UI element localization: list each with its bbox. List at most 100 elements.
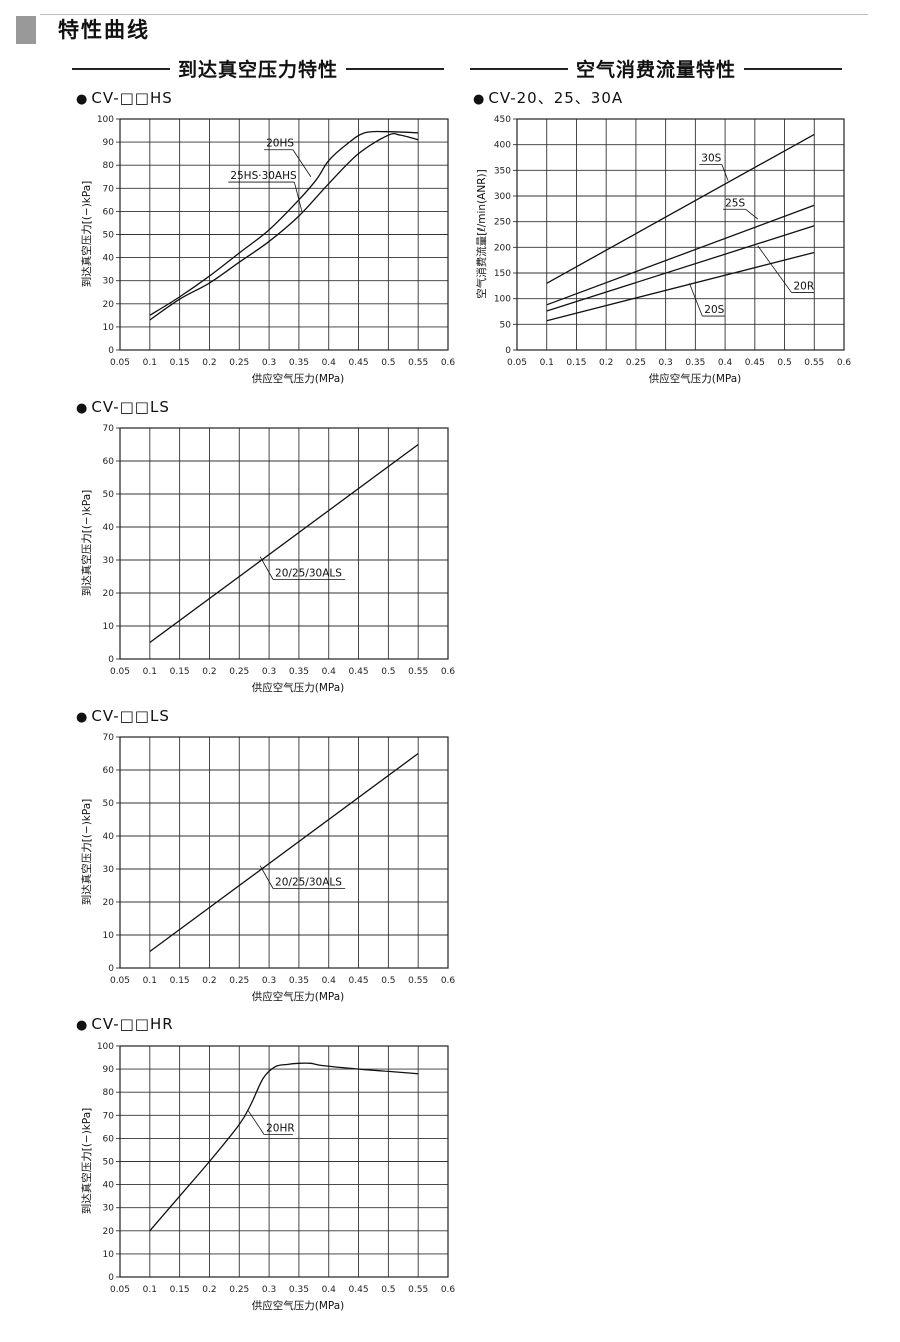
x-tick-label: 0.6 xyxy=(441,1285,456,1295)
chart-ls-1: 0.05 0.1 0.15 0.2 0.25 0.3 0.35 0.4 0.45 0.5 0.55 0… xyxy=(80,424,455,694)
series-line-20hr xyxy=(149,1062,419,1232)
x-tick-label: 0.15 xyxy=(170,667,190,677)
x-tick-label: 0.6 xyxy=(837,358,852,368)
y-tick-label: 50 xyxy=(103,231,115,241)
y-tick-label: 90 xyxy=(103,1065,115,1075)
series-annotation-label: 25S xyxy=(725,197,745,209)
y-tick-label: 70 xyxy=(103,424,115,434)
y-tick-label: 100 xyxy=(494,295,511,305)
page-title: 特性曲线 xyxy=(58,18,150,42)
y-tick-label: 150 xyxy=(494,269,511,279)
x-tick-label: 0.2 xyxy=(202,358,216,368)
y-tick-label: 400 xyxy=(494,141,511,151)
plot-frame xyxy=(516,118,845,351)
y-axis-label: 到达真空压力[(−)kPa] xyxy=(80,490,93,597)
chart-title-hs: ● CV-□□HS xyxy=(76,89,173,107)
x-tick-label: 0.6 xyxy=(441,358,456,368)
series-annotation-label: 30S xyxy=(701,153,721,165)
series-line-30s xyxy=(546,133,815,284)
annotation-leader-line xyxy=(689,283,703,317)
x-tick-label: 0.35 xyxy=(289,667,309,677)
y-tick-label: 200 xyxy=(494,243,511,253)
x-tick-label: 0.1 xyxy=(143,1285,157,1295)
y-tick-label: 50 xyxy=(103,799,115,809)
y-tick-label: 0 xyxy=(108,346,114,356)
header-rule xyxy=(40,14,868,15)
annotation-leader-line xyxy=(745,208,759,220)
y-tick-label: 60 xyxy=(103,207,115,217)
x-tick-label: 0.3 xyxy=(262,667,276,677)
y-tick-label: 50 xyxy=(103,490,115,500)
y-tick-label: 30 xyxy=(103,556,115,566)
y-tick-label: 10 xyxy=(103,1250,115,1260)
annotation-leader-line xyxy=(292,149,312,177)
x-tick-label: 0.05 xyxy=(110,976,130,986)
y-axis-label: 到达真空压力[(−)kPa] xyxy=(80,1108,93,1215)
x-tick-label: 0.15 xyxy=(566,358,586,368)
annotation-leader-line xyxy=(757,245,792,293)
x-axis-label: 供应空气压力(MPa) xyxy=(252,681,345,694)
series-annotation-label: 20R xyxy=(793,280,814,292)
x-tick-label: 0.1 xyxy=(540,358,554,368)
x-tick-label: 0.05 xyxy=(110,667,130,677)
x-axis-label: 供应空气压力(MPa) xyxy=(252,990,345,1003)
y-tick-label: 100 xyxy=(97,115,114,125)
x-tick-label: 0.5 xyxy=(777,358,791,368)
y-tick-label: 0 xyxy=(108,1273,114,1283)
header-accent-bar xyxy=(16,16,36,44)
chart-title-ls-1: ● CV-□□LS xyxy=(76,398,170,416)
x-tick-label: 0.05 xyxy=(507,358,527,368)
annotation-leader-line xyxy=(293,181,303,212)
y-tick-label: 60 xyxy=(103,1134,115,1144)
series-annotation-label: 20HS xyxy=(266,138,294,150)
x-tick-label: 0.35 xyxy=(685,358,705,368)
chart-hs: 0.05 0.1 0.15 0.2 0.25 0.3 0.35 0.4 0.45 0.5 0.55 0… xyxy=(80,115,455,385)
chart-title-flow: ● CV-20、25、30A xyxy=(473,89,624,107)
chart-title-ls-2: ● CV-□□LS xyxy=(76,707,170,725)
y-tick-label: 90 xyxy=(103,138,115,148)
x-tick-label: 0.25 xyxy=(229,667,249,677)
plot-frame xyxy=(119,1045,449,1278)
x-tick-label: 0.25 xyxy=(229,1285,249,1295)
y-tick-label: 20 xyxy=(103,1227,115,1237)
series-annotation-label: 25HS·30AHS xyxy=(230,170,297,182)
x-tick-label: 0.35 xyxy=(289,358,309,368)
x-tick-label: 0.3 xyxy=(658,358,672,368)
x-tick-label: 0.25 xyxy=(229,976,249,986)
x-tick-label: 0.6 xyxy=(441,667,456,677)
y-tick-label: 20 xyxy=(103,300,115,310)
y-tick-label: 60 xyxy=(103,457,115,467)
plot-frame xyxy=(119,118,449,351)
x-tick-label: 0.25 xyxy=(626,358,646,368)
x-tick-label: 0.55 xyxy=(408,667,428,677)
x-tick-label: 0.5 xyxy=(381,1285,395,1295)
chart-title-hr: ● CV-□□HR xyxy=(76,1015,174,1033)
y-tick-label: 50 xyxy=(500,320,512,330)
x-tick-label: 0.05 xyxy=(110,358,130,368)
y-tick-label: 10 xyxy=(103,622,115,632)
x-tick-label: 0.2 xyxy=(599,358,613,368)
y-tick-label: 20 xyxy=(103,898,115,908)
y-tick-label: 80 xyxy=(103,161,115,171)
series-line-20hs xyxy=(149,130,419,316)
annotation-leader-line xyxy=(259,556,274,580)
x-tick-label: 0.15 xyxy=(170,358,190,368)
series-line-202530als xyxy=(149,752,419,953)
x-tick-label: 0.45 xyxy=(349,976,369,986)
x-tick-label: 0.4 xyxy=(322,667,337,677)
y-tick-label: 40 xyxy=(103,832,115,842)
y-tick-label: 40 xyxy=(103,254,115,264)
y-tick-label: 30 xyxy=(103,277,115,287)
x-tick-label: 0.1 xyxy=(143,667,157,677)
x-tick-label: 0.2 xyxy=(202,667,216,677)
series-line-20s xyxy=(546,251,815,322)
x-tick-label: 0.2 xyxy=(202,1285,216,1295)
x-tick-label: 0.1 xyxy=(143,976,157,986)
x-tick-label: 0.55 xyxy=(408,976,428,986)
x-tick-label: 0.5 xyxy=(381,976,395,986)
x-tick-label: 0.45 xyxy=(349,358,369,368)
x-tick-label: 0.2 xyxy=(202,976,216,986)
series-line-25s xyxy=(546,204,815,306)
x-tick-label: 0.3 xyxy=(262,1285,276,1295)
